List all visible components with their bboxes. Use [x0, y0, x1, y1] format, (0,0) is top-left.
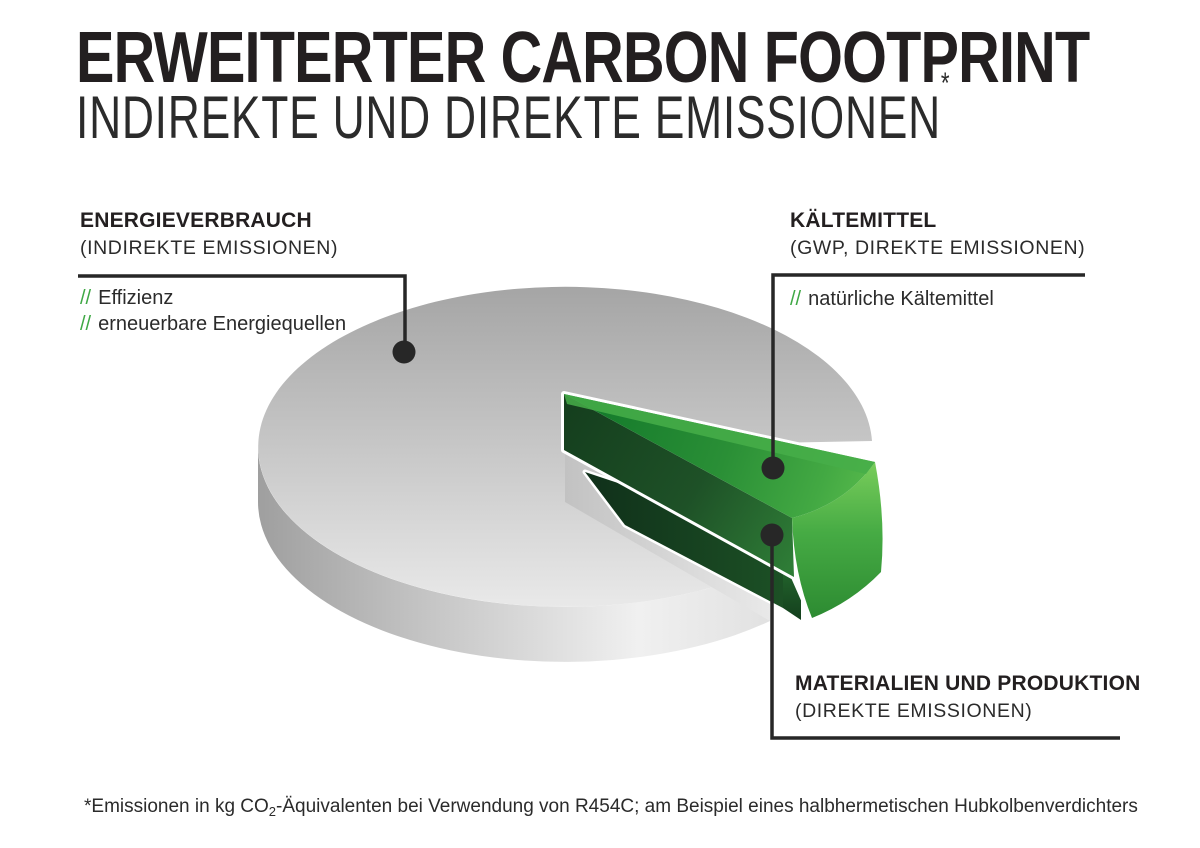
pie-segment-refrigerant: [561, 391, 886, 621]
slash-marker: //: [80, 287, 92, 309]
callout-dot-energy: [392, 340, 416, 364]
label-energy-title: ENERGIEVERBRAUCH: [80, 209, 312, 232]
label-refrigerant-bullets: //natürliche Kältemittel: [790, 286, 994, 312]
page-title: ERWEITERTER CARBON FOOTPRINT: [76, 18, 1090, 98]
label-refrigerant: KÄLTEMITTEL (GWP, DIREKTE EMISSIONEN) //…: [790, 209, 1086, 310]
label-energy: ENERGIEVERBRAUCH (INDIREKTE EMISSIONEN) …: [80, 209, 346, 335]
footnote: *Emissionen in kg CO2-Äquivalenten bei V…: [84, 796, 1138, 819]
slash-marker: //: [80, 313, 92, 335]
list-item: //natürliche Kältemittel: [790, 288, 994, 310]
callout-dot-materials: [760, 523, 784, 547]
pie-segment-refrigerant-top: [564, 394, 875, 518]
co2-subscript: 2: [268, 804, 277, 819]
label-materials-title: MATERIALIEN UND PRODUKTION: [795, 672, 1141, 695]
page-subtitle: INDIREKTE UND DIREKTE EMISSIONEN*: [76, 67, 950, 151]
callout-line-energy: [78, 274, 407, 352]
label-refrigerant-title: KÄLTEMITTEL: [790, 209, 937, 232]
list-item: //erneuerbare Energiequellen: [80, 313, 347, 335]
callout-dot-refrigerant: [761, 456, 785, 480]
label-refrigerant-subtitle: (GWP, DIREKTE EMISSIONEN): [790, 237, 1086, 260]
callout-line-materials: [770, 535, 1120, 740]
pie-segment-refrigerant-bevel: [564, 394, 875, 474]
label-materials: MATERIALIEN UND PRODUKTION (DIREKTE EMIS…: [795, 672, 1140, 723]
pie-segment-energy-side: [258, 447, 770, 662]
footnote-marker: *: [940, 67, 950, 100]
label-energy-bullets: //Effizienz //erneuerbare Energiequellen: [80, 285, 346, 337]
slash-marker: //: [790, 288, 802, 310]
list-item: //Effizienz: [80, 287, 174, 309]
pie-segment-refrigerant-cutface: [564, 394, 794, 577]
label-materials-subtitle: (DIREKTE EMISSIONEN): [795, 700, 1033, 723]
pie-segment-refrigerant-front: [792, 462, 883, 618]
callout-line-refrigerant: [771, 273, 1085, 468]
label-energy-subtitle: (INDIREKTE EMISSIONEN): [80, 237, 339, 260]
